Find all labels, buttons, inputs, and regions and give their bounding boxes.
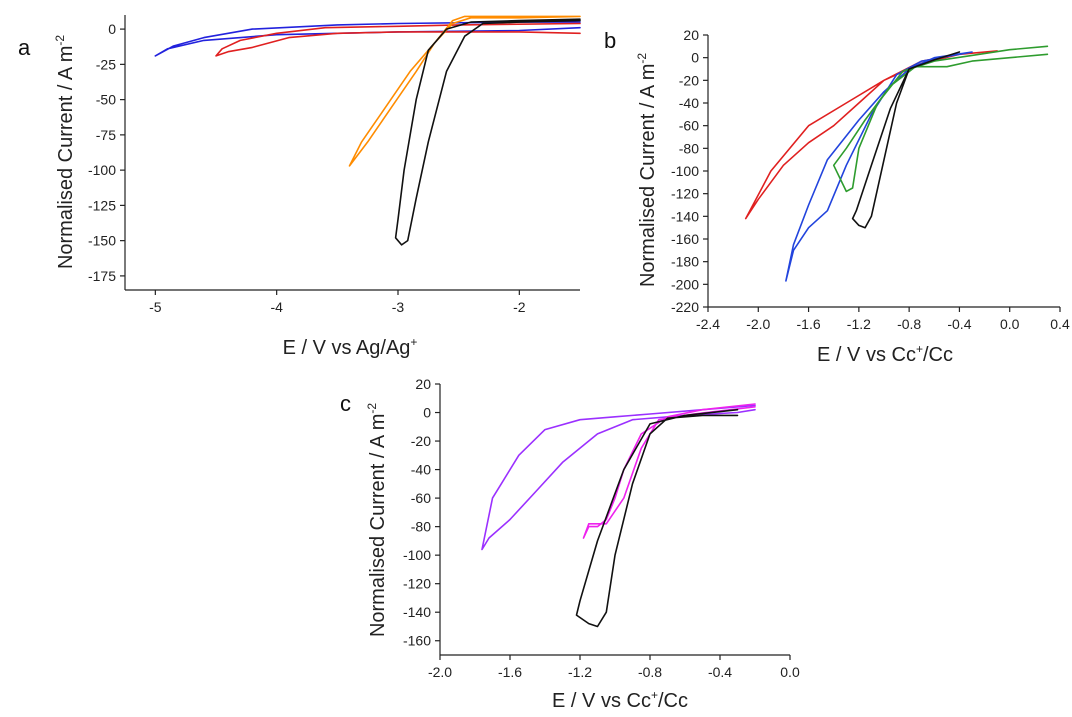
x-axis-label-main: E / V vs Cc: [552, 690, 651, 712]
y-tick-label: -175: [88, 268, 116, 284]
series-line-a-1: [215, 22, 581, 57]
x-tick-label: -2: [513, 299, 526, 315]
y-tick-label: -80: [411, 519, 431, 535]
y-tick-label: -40: [411, 462, 431, 478]
y-tick-label: -40: [679, 95, 699, 111]
chart-panel-b: -2.4 -2.0 -1.6 -1.2 -0.8 -0.4 0.0 0.4 20 0 -20 -40 -…: [635, 27, 1070, 366]
y-tick-label: -80: [679, 140, 699, 156]
y-tick-label: -60: [411, 490, 431, 506]
x-axis-label: E / V vs Cc+/Cc: [817, 342, 953, 366]
x-tick-label: -3: [392, 299, 405, 315]
x-tick-label: -0.8: [897, 316, 921, 332]
x-tick-label: 0.0: [780, 664, 800, 680]
y-axis-label-sup: -2: [365, 403, 379, 414]
x-tick-label: -2.0: [428, 664, 452, 680]
y-axis-label-sup: -2: [53, 35, 67, 46]
y-axis-label-main: Normalised Current / A m: [637, 64, 659, 287]
y-tick-label: 0: [108, 21, 116, 37]
y-tick-label: -50: [96, 92, 116, 108]
panel-letter-c: c: [340, 391, 351, 416]
y-tick-label: -100: [403, 547, 431, 563]
y-tick-label: -120: [403, 576, 431, 592]
y-tick-label: -125: [88, 197, 116, 213]
y-tick-label: -100: [88, 162, 116, 178]
x-tick-label: -5: [149, 299, 162, 315]
y-tick-label: 20: [415, 376, 431, 392]
x-axis-label-main: E / V vs Cc: [817, 344, 916, 366]
y-tick-label: -25: [96, 56, 116, 72]
y-axis-label-sup: -2: [635, 53, 649, 64]
x-axis-label-tail: /Cc: [923, 344, 953, 366]
x-tick-label: -2.4: [696, 316, 720, 332]
series-line-b-2: [832, 45, 1049, 193]
x-axis-label: E / V vs Ag/Ag+: [283, 335, 418, 359]
y-tick-label: -160: [671, 231, 699, 247]
y-tick-label: -75: [96, 127, 116, 143]
x-tick-label: -0.4: [947, 316, 971, 332]
y-tick-label: 0: [691, 50, 699, 66]
y-axis-label-main: Normalised Current / A m: [367, 414, 389, 637]
y-axis-label: Normalised Current / A m-2: [53, 35, 77, 269]
chart-panel-a: -5 -4 -3 -2 0 -25 -50 -75 -100 -125 -150 -175 E / V …: [53, 15, 581, 359]
y-tick-label: -200: [671, 276, 699, 292]
y-tick-label: 20: [683, 27, 699, 43]
x-tick-label: -4: [270, 299, 283, 315]
x-axis-label-sup: +: [410, 335, 417, 349]
y-tick-label: -160: [403, 633, 431, 649]
x-tick-label: 0.4: [1050, 316, 1070, 332]
x-tick-label: -1.2: [847, 316, 871, 332]
x-tick-label: 0.0: [1000, 316, 1020, 332]
x-axis-label-sup: +: [651, 688, 658, 702]
y-axis-label: Normalised Current / A m-2: [635, 53, 659, 287]
x-axis-label-sup: +: [916, 342, 923, 356]
y-tick-label: -60: [679, 118, 699, 134]
x-axis-label: E / V vs Cc+/Cc: [552, 688, 688, 712]
series-line-a-3: [394, 18, 581, 246]
y-tick-label: -20: [411, 433, 431, 449]
y-tick-label: -150: [88, 233, 116, 249]
x-tick-label: -0.8: [638, 664, 662, 680]
y-tick-label: -120: [671, 186, 699, 202]
panel-letter-a: a: [18, 35, 31, 60]
x-tick-label: -1.6: [797, 316, 821, 332]
y-axis-label-main: Normalised Current / A m: [55, 46, 77, 269]
chart-panel-c: -2.0 -1.6 -1.2 -0.8 -0.4 0.0 20 0 -20 -40 -60 -80 -1…: [365, 376, 800, 712]
y-tick-label: 0: [423, 405, 431, 421]
x-tick-label: -1.6: [498, 664, 522, 680]
x-tick-label: -1.2: [568, 664, 592, 680]
y-tick-label: -100: [671, 163, 699, 179]
y-tick-label: -140: [671, 208, 699, 224]
y-tick-label: -220: [671, 299, 699, 315]
series-line-c-1: [582, 403, 756, 539]
y-tick-label: -180: [671, 254, 699, 270]
series-line-b-1: [785, 51, 973, 282]
y-tick-label: -20: [679, 72, 699, 88]
series-line-b-3: [851, 51, 961, 229]
series-line-c-0: [481, 404, 756, 551]
x-axis-label-main: E / V vs Ag/Ag: [283, 337, 411, 359]
x-tick-label: -0.4: [708, 664, 732, 680]
y-tick-label: -140: [403, 604, 431, 620]
x-axis-label-tail: /Cc: [658, 690, 688, 712]
series-line-a-2: [348, 15, 581, 167]
panel-letter-b: b: [604, 28, 616, 53]
x-tick-label: -2.0: [746, 316, 770, 332]
series-line-b-0: [744, 50, 998, 220]
series-line-c-2: [575, 408, 739, 628]
y-axis-label: Normalised Current / A m-2: [365, 403, 389, 637]
